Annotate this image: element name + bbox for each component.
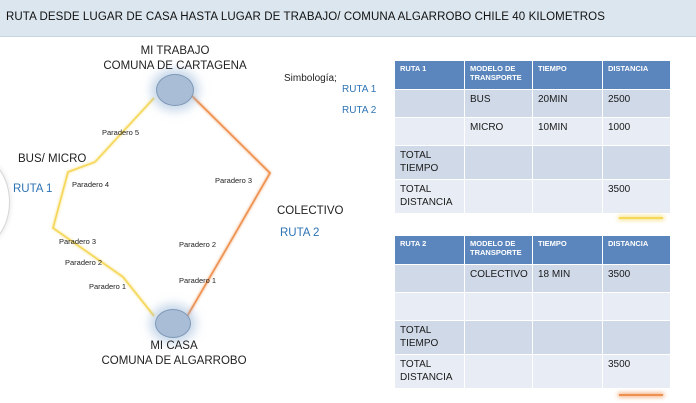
table-cell <box>532 292 603 321</box>
route1-color-swatch <box>619 217 663 219</box>
route2-stop-1: Paradero 1 <box>179 276 217 285</box>
table-cell <box>532 354 603 389</box>
route1-stop-4: Paradero 4 <box>72 180 110 189</box>
table-cell: 18 MIN <box>532 264 603 293</box>
route2-header-tiempo: TIEMPO <box>532 235 603 265</box>
home-label: MI CASA COMUNA DE ALGARROBO <box>98 339 250 369</box>
slide-title: RUTA DESDE LUGAR DE CASA HASTA LUGAR DE … <box>6 11 605 23</box>
title-bar: RUTA DESDE LUGAR DE CASA HASTA LUGAR DE … <box>0 0 696 37</box>
table-row: TOTAL TIEMPO <box>394 145 671 180</box>
table-cell <box>464 179 533 214</box>
table-row <box>394 292 671 321</box>
route2-table: RUTA 2 MODELO DE TRANSPORTE TIEMPO DISTA… <box>394 235 671 389</box>
work-label-line2: COMUNA DE CARTAGENA <box>103 60 247 72</box>
table-cell: 1000 <box>602 117 671 146</box>
table-row: BUS 20MIN 2500 <box>394 89 671 118</box>
route1-stop-1: Paradero 1 <box>89 282 127 291</box>
table-row: COLECTIVO 18 MIN 3500 <box>394 264 671 293</box>
route2-line <box>184 94 272 321</box>
legend-item-ruta1: RUTA 1 <box>342 84 377 95</box>
route1-stop-2: Paradero 2 <box>65 258 103 267</box>
route1-header-tiempo: TIEMPO <box>532 60 603 90</box>
table-row: TOTAL DISTANCIA 3500 <box>394 179 671 214</box>
route2-table-header: RUTA 2 MODELO DE TRANSPORTE TIEMPO DISTA… <box>394 235 671 265</box>
route1-header-modelo: MODELO DE TRANSPORTE <box>464 60 533 90</box>
table-cell: COLECTIVO <box>464 264 533 293</box>
table-row: TOTAL TIEMPO <box>394 320 671 355</box>
table-row: TOTAL DISTANCIA 3500 <box>394 354 671 389</box>
route1-mode-label: BUS/ MICRO <box>18 153 87 165</box>
table-cell <box>602 292 671 321</box>
table-cell <box>464 292 533 321</box>
work-label-line1: MI TRABAJO <box>140 45 210 57</box>
table-cell: 3500 <box>602 179 671 214</box>
table-cell <box>394 117 465 146</box>
table-cell: TOTAL DISTANCIA <box>394 354 465 389</box>
route1-table: RUTA 1 MODELO DE TRANSPORTE TIEMPO DISTA… <box>394 60 671 214</box>
table-cell: TOTAL TIEMPO <box>394 320 465 355</box>
table-cell <box>532 179 603 214</box>
route1-header-ruta: RUTA 1 <box>394 60 465 90</box>
route2-name-label: RUTA 2 <box>280 227 320 239</box>
route2-stop-3: Paradero 3 <box>215 176 253 185</box>
table-cell: MICRO <box>464 117 533 146</box>
route2-color-swatch <box>619 394 663 396</box>
route2-header-ruta: RUTA 2 <box>394 235 465 265</box>
work-label: MI TRABAJO COMUNA DE CARTAGENA <box>100 44 250 74</box>
route1-stop-5: Paradero 5 <box>102 128 140 137</box>
table-cell <box>464 354 533 389</box>
table-cell: 3500 <box>602 264 671 293</box>
table-cell: 2500 <box>602 89 671 118</box>
table-cell <box>602 145 671 180</box>
table-row: MICRO 10MIN 1000 <box>394 117 671 146</box>
route2-header-modelo: MODELO DE TRANSPORTE <box>464 235 533 265</box>
table-cell <box>394 264 465 293</box>
table-cell <box>532 320 603 355</box>
table-cell <box>602 320 671 355</box>
route2-stop-2: Paradero 2 <box>179 240 217 249</box>
home-label-line2: COMUNA DE ALGARROBO <box>101 355 247 367</box>
table-cell <box>464 145 533 180</box>
table-cell <box>394 292 465 321</box>
table-cell: TOTAL TIEMPO <box>394 145 465 180</box>
table-cell: 20MIN <box>532 89 603 118</box>
route2-mode-label: COLECTIVO <box>277 205 344 217</box>
legend-title: Simbología; <box>284 73 337 84</box>
table-cell <box>394 89 465 118</box>
table-cell: BUS <box>464 89 533 118</box>
table-cell <box>464 320 533 355</box>
route2-header-distancia: DISTANCIA <box>602 235 671 265</box>
table-cell <box>532 145 603 180</box>
table-cell: 10MIN <box>532 117 603 146</box>
home-label-line1: MI CASA <box>150 340 198 352</box>
table-cell: TOTAL DISTANCIA <box>394 179 465 214</box>
route1-line <box>52 97 155 317</box>
route1-stop-3: Paradero 3 <box>59 237 97 246</box>
table-cell: 3500 <box>602 354 671 389</box>
legend-item-ruta2: RUTA 2 <box>342 105 377 116</box>
route1-name-label: RUTA 1 <box>13 183 53 195</box>
route1-table-header: RUTA 1 MODELO DE TRANSPORTE TIEMPO DISTA… <box>394 60 671 90</box>
route1-header-distancia: DISTANCIA <box>602 60 671 90</box>
work-node <box>156 74 194 106</box>
home-node <box>155 309 191 338</box>
